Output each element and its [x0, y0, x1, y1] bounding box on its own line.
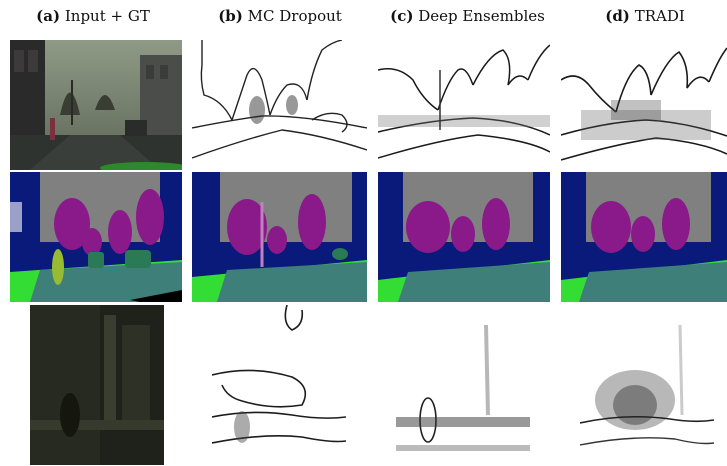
mc-dropout-uncertainty-crop	[212, 305, 346, 465]
input-street-photo	[10, 40, 182, 170]
column-header-c: (c) Deep Ensembles	[380, 7, 555, 27]
tradi-segmentation	[561, 172, 727, 302]
column-header-b: (b) MC Dropout	[205, 7, 355, 27]
column-title-c: Deep Ensembles	[418, 7, 545, 25]
deep-ensembles-segmentation	[378, 172, 550, 302]
deep-ensembles-uncertainty-crop	[396, 305, 530, 465]
tradi-uncertainty-street	[561, 40, 727, 170]
column-title-a: Input + GT	[64, 7, 150, 25]
column-letter-b: (b)	[218, 7, 243, 25]
tradi-uncertainty-crop	[580, 305, 714, 465]
column-title-d: TRADI	[634, 7, 685, 25]
column-header-a: (a) Input + GT	[18, 7, 168, 27]
column-letter-d: (d)	[605, 7, 630, 25]
column-letter-a: (a)	[36, 7, 61, 25]
mc-dropout-segmentation	[192, 172, 367, 302]
column-title-b: MC Dropout	[247, 7, 342, 25]
deep-ensembles-uncertainty-street	[378, 40, 550, 170]
mc-dropout-uncertainty-street	[192, 40, 367, 170]
column-header-d: (d) TRADI	[575, 7, 715, 27]
input-dark-crop-photo	[30, 305, 164, 465]
column-letter-c: (c)	[390, 7, 414, 25]
ground-truth-segmentation	[10, 172, 182, 302]
